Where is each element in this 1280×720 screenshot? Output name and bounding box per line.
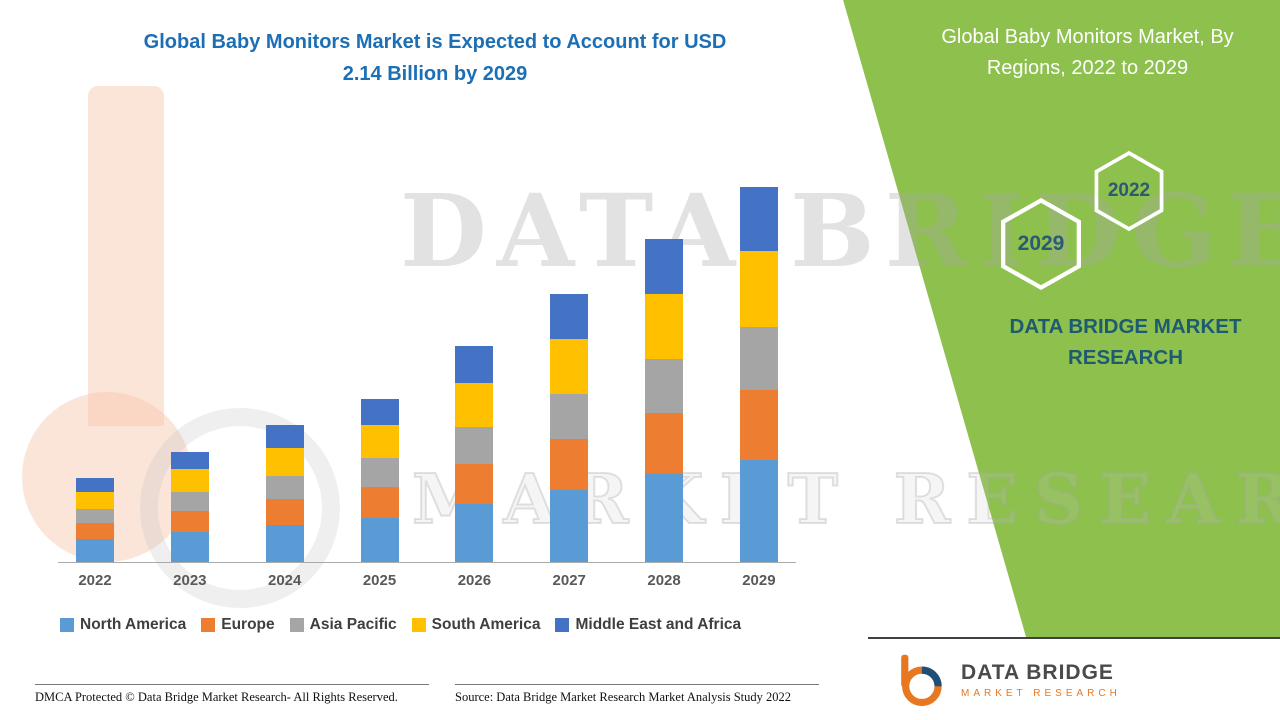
stacked-bar-2026 xyxy=(455,346,494,562)
bar-segment-south-america xyxy=(645,293,684,359)
bar-segment-asia-pacific xyxy=(265,476,304,499)
bar-segment-middle-east-and-africa xyxy=(455,346,494,384)
bar-segment-europe xyxy=(739,390,778,461)
x-axis-label: 2028 xyxy=(647,572,681,589)
bar-segment-europe xyxy=(550,439,589,491)
bar-segment-north-america xyxy=(360,518,399,562)
hexagon-2029: 2029 xyxy=(998,197,1084,291)
bar-segment-north-america xyxy=(76,539,114,562)
source-note: Source: Data Bridge Market Research Mark… xyxy=(455,684,819,705)
bar-segment-south-america xyxy=(739,251,778,327)
legend-swatch xyxy=(60,618,74,632)
bar-segment-middle-east-and-africa xyxy=(550,293,589,340)
x-axis: 2022 2023 2024 2025 2026 2027 2028 2029 xyxy=(58,572,796,589)
bar-segment-south-america xyxy=(455,383,494,427)
legend-item: North America xyxy=(60,616,186,634)
side-panel-heading: Global Baby Monitors Market, By Regions,… xyxy=(941,26,1234,79)
hexagon-2029-label: 2029 xyxy=(1017,232,1065,255)
watermark-logo-stem xyxy=(88,86,164,426)
bar-segment-europe xyxy=(455,463,494,505)
legend-swatch xyxy=(289,618,304,632)
bar-segment-europe xyxy=(360,486,399,519)
x-axis-label: 2027 xyxy=(552,572,586,589)
legend-label: Europe xyxy=(221,616,275,633)
chart-title: Global Baby Monitors Market is Expected … xyxy=(95,26,775,90)
dbmr-logo-icon xyxy=(901,654,942,706)
bar-segment-europe xyxy=(170,511,209,533)
hexagon-outline-icon xyxy=(1001,197,1081,291)
side-panel-brand-text: DATA BRIDGE MARKET RESEARCH xyxy=(1009,315,1242,369)
bar-segment-north-america xyxy=(170,532,209,562)
x-axis-label: 2025 xyxy=(362,572,397,589)
hexagon-2022: 2022 xyxy=(1092,150,1166,232)
bar-segment-europe xyxy=(645,412,684,475)
stacked-bar-2023 xyxy=(170,451,209,562)
chart-title-line2: 2.14 Billion by 2029 xyxy=(342,63,528,85)
stacked-bar-2022 xyxy=(76,477,114,562)
legend-label: North America xyxy=(80,616,187,633)
bar-segment-south-america xyxy=(550,339,589,394)
bar-segment-middle-east-and-africa xyxy=(739,186,778,252)
bar-segment-north-america xyxy=(550,490,589,562)
legend-item: Asia Pacific xyxy=(289,616,397,634)
logo-box: DATA BRIDGE MARKET RESEARCH xyxy=(868,637,1280,720)
bar-segment-middle-east-and-africa xyxy=(76,477,114,492)
legend-label: South America xyxy=(431,616,541,633)
x-axis-label: 2024 xyxy=(268,572,302,589)
x-axis-label: 2026 xyxy=(457,572,492,589)
hexagon-outline-icon xyxy=(1094,150,1164,232)
bar-segment-europe xyxy=(265,498,304,526)
bar-segment-south-america xyxy=(76,491,114,510)
x-axis-label: 2029 xyxy=(742,572,776,589)
bar-segment-south-america xyxy=(360,425,399,459)
legend-item: Middle East and Africa xyxy=(555,616,741,634)
bar-segment-south-america xyxy=(170,469,209,492)
bar-segment-south-america xyxy=(265,448,304,477)
hexagon-2022-label: 2022 xyxy=(1107,180,1151,201)
legend-label: Asia Pacific xyxy=(309,616,397,633)
bar-segment-europe xyxy=(76,523,114,540)
legend-item: South America xyxy=(411,616,541,634)
stacked-bar-2029 xyxy=(739,186,778,562)
bar-segment-north-america xyxy=(265,525,304,562)
bar-segment-north-america xyxy=(455,504,494,562)
legend-swatch xyxy=(201,618,216,632)
bar-segment-asia-pacific xyxy=(739,326,778,391)
bar-segment-asia-pacific xyxy=(455,426,494,464)
bar-segment-middle-east-and-africa xyxy=(360,398,399,426)
x-axis-label: 2023 xyxy=(173,572,207,589)
stacked-bar-2025 xyxy=(360,398,399,562)
stacked-bar-2027 xyxy=(550,293,589,562)
chart-title-line1: Global Baby Monitors Market is Expected … xyxy=(143,31,727,53)
bar-segment-asia-pacific xyxy=(645,358,684,413)
bar-segment-middle-east-and-africa xyxy=(170,451,209,470)
dmca-notice: DMCA Protected © Data Bridge Market Rese… xyxy=(35,684,429,705)
plot-area xyxy=(58,175,796,563)
legend-swatch xyxy=(411,618,426,632)
bar-segment-north-america xyxy=(645,474,684,562)
logo-subtitle: MARKET RESEARCH xyxy=(961,687,1121,699)
logo-text: DATA BRIDGE MARKET RESEARCH xyxy=(961,661,1121,699)
legend-label: Middle East and Africa xyxy=(575,616,742,633)
bar-segment-north-america xyxy=(739,460,778,562)
x-axis-label: 2022 xyxy=(78,572,112,589)
bar-segment-asia-pacific xyxy=(360,458,399,487)
stacked-bar-2028 xyxy=(645,239,684,562)
bar-segment-middle-east-and-africa xyxy=(265,425,304,449)
bar-segment-asia-pacific xyxy=(550,393,589,440)
legend-item: Europe xyxy=(201,616,275,634)
bar-segment-asia-pacific xyxy=(76,509,114,524)
legend: North America Europe Asia Pacific South Ame… xyxy=(60,616,830,634)
bar-segment-middle-east-and-africa xyxy=(645,239,684,294)
bar-segment-asia-pacific xyxy=(170,491,209,512)
logo-name: DATA BRIDGE xyxy=(961,660,1114,684)
legend-swatch xyxy=(555,618,570,632)
stacked-bar-2024 xyxy=(265,425,304,562)
